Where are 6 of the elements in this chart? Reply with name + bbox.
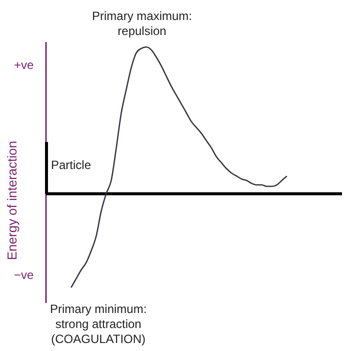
text: Primary maximum: repulsion [92, 9, 192, 39]
text: −ve [14, 268, 34, 283]
y-axis-title: Energy of interaction [4, 140, 20, 260]
annotation: Particle [51, 158, 92, 173]
text: Primary minimum: strong attraction (COAGULATION) [50, 302, 147, 347]
text: +ve [14, 58, 34, 73]
